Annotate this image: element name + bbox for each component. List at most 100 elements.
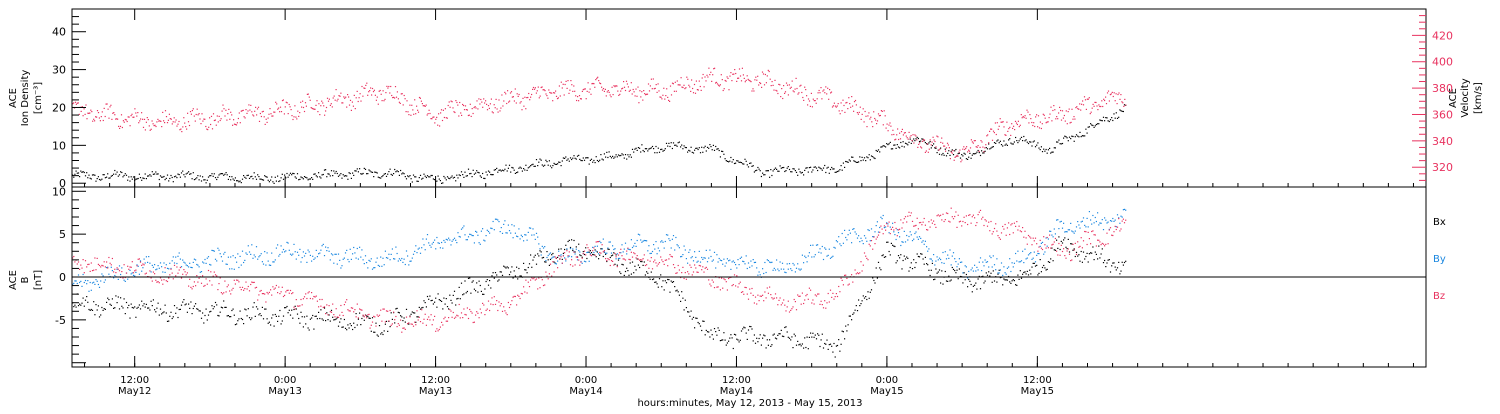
density-0-point — [285, 177, 287, 179]
velocity-0-point — [438, 113, 440, 115]
b-Bz-point — [145, 272, 147, 274]
velocity-0-point — [722, 89, 724, 92]
b-Bx-point — [848, 315, 850, 317]
velocity-0-point — [878, 115, 880, 117]
velocity-0-point — [751, 90, 753, 92]
b-Bz-point — [452, 311, 454, 314]
b-By-point — [772, 269, 774, 271]
velocity-0-point — [487, 105, 490, 107]
b-Bz-point — [203, 285, 205, 287]
density-0-point — [657, 147, 659, 149]
velocity-0-point — [950, 151, 952, 153]
b-Bx-point — [368, 317, 370, 319]
velocity-0-point — [631, 93, 633, 95]
velocity-0-point — [480, 98, 482, 101]
density-0-point — [1087, 126, 1089, 128]
b-Bz-point — [811, 302, 813, 304]
velocity-0-point — [72, 103, 74, 105]
density-0-point — [907, 144, 909, 146]
b-Bz-point — [475, 314, 477, 316]
b-Bz-point — [428, 316, 430, 318]
b-Bx-point — [106, 301, 108, 303]
b-Bx-point — [931, 262, 933, 264]
velocity-0-point — [349, 99, 352, 101]
b-Bx-point — [134, 306, 136, 308]
velocity-0-point — [157, 118, 159, 120]
density-0-point — [917, 137, 919, 140]
b-By-point — [362, 259, 364, 261]
b-By-point — [521, 236, 523, 238]
density-0-point — [887, 144, 889, 146]
b-Bz-point — [77, 261, 80, 263]
b-Bz-point — [1013, 222, 1015, 224]
b-Bz-point — [831, 296, 833, 298]
b-Bz-point — [1037, 250, 1039, 252]
b-By-point — [874, 231, 876, 233]
b-Bx-point — [542, 256, 545, 259]
b-Bx-point — [920, 253, 922, 255]
b-By-point — [327, 247, 329, 249]
b-Bx-point — [867, 291, 869, 293]
b-Bx-point — [819, 345, 821, 348]
b-By-point — [359, 246, 361, 248]
velocity-0-point — [371, 87, 374, 90]
b-Bx-point — [278, 315, 280, 317]
b-Bx-point — [284, 307, 286, 309]
b-Bx-point — [1068, 251, 1071, 253]
density-0-point — [411, 181, 413, 183]
b-Bz-point — [1009, 233, 1011, 236]
b-Bz-point — [890, 228, 892, 230]
b-By-point — [549, 252, 552, 254]
velocity-0-point — [743, 77, 745, 79]
b-Bx-point — [138, 304, 140, 306]
b-By-point — [227, 256, 229, 258]
density-0-point — [339, 174, 341, 176]
b-By-point — [605, 252, 607, 254]
b-By-point — [952, 252, 955, 254]
b-By-point — [892, 222, 894, 224]
b-Bz-point — [405, 316, 408, 318]
b-Bz-point — [671, 256, 673, 258]
velocity-0-point — [379, 89, 381, 92]
density-0-point — [696, 147, 698, 149]
velocity-0-point — [306, 93, 308, 95]
b-Bz-point — [606, 260, 608, 262]
velocity-0-point — [1094, 101, 1096, 103]
b-By-point — [1102, 229, 1105, 231]
b-Bx-point — [783, 335, 785, 338]
b-Bx-point — [268, 321, 270, 323]
b-Bz-point — [988, 221, 990, 223]
velocity-0-point — [144, 129, 146, 131]
b-Bx-point — [294, 305, 296, 307]
velocity-0-point — [927, 151, 929, 153]
density-0-point — [449, 178, 451, 180]
b-By-point — [984, 259, 986, 261]
b-Bz-point — [705, 266, 707, 268]
b-Bz-point — [892, 226, 894, 228]
density-0-point — [485, 171, 487, 173]
b-By-point — [76, 282, 78, 285]
density-0-point — [161, 176, 163, 178]
velocity-0-point — [741, 67, 743, 69]
b-Bz-point — [184, 271, 186, 273]
velocity-0-point — [348, 96, 350, 98]
velocity-0-point — [245, 109, 247, 111]
velocity-0-point — [447, 104, 449, 107]
b-By-point — [309, 254, 311, 256]
b-Bz-point — [1016, 221, 1018, 223]
b-Bx-point — [665, 282, 668, 284]
velocity-0-point — [339, 95, 341, 97]
b-By-point — [808, 252, 810, 254]
velocity-0-point — [147, 119, 149, 121]
velocity-0-point — [190, 113, 192, 115]
b-Bz-point — [532, 278, 534, 280]
b-Bx-point — [663, 289, 665, 291]
b-Bx-point — [247, 308, 249, 310]
b-Bz-point — [510, 304, 512, 306]
density-0-point — [624, 154, 627, 156]
b-Bz-point — [1054, 237, 1056, 240]
velocity-0-point — [793, 91, 795, 93]
b-Bz-point — [677, 264, 679, 267]
b-Bz-point — [115, 272, 117, 274]
velocity-0-point — [644, 93, 646, 95]
